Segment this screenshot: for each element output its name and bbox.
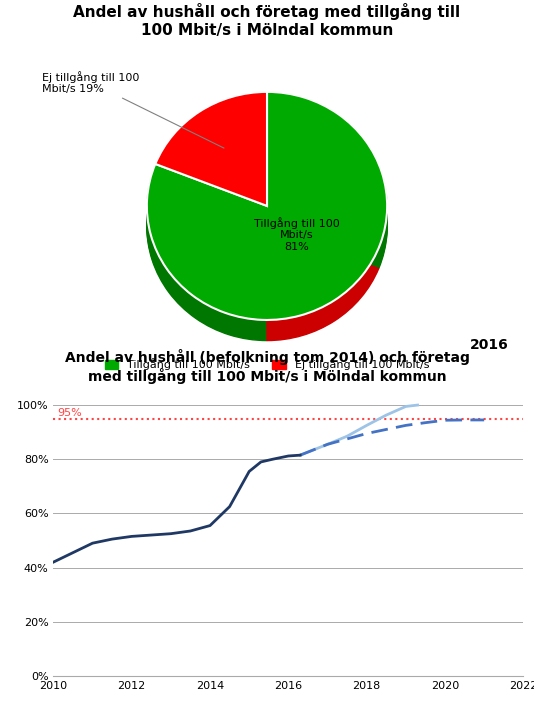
Historik [226, 503, 233, 511]
Historik [148, 531, 154, 539]
Historik [207, 522, 213, 530]
Wedge shape [147, 99, 387, 327]
Text: Ej tillgång till 100
Mbit/s 19%: Ej tillgång till 100 Mbit/s 19% [42, 70, 224, 148]
Nuvarande utbyggnadstakt [324, 440, 331, 448]
Historik [246, 467, 253, 476]
Wedge shape [155, 92, 267, 206]
Text: Tillgång till 100
Mbit/s
81%: Tillgång till 100 Mbit/s 81% [254, 217, 340, 252]
Wedge shape [267, 213, 379, 327]
Historik [129, 532, 135, 541]
Text: 2016: 2016 [470, 338, 509, 351]
Nödvändig utbyggnadstakt [297, 451, 303, 460]
Nödvändig utbyggnadstakt [383, 425, 389, 434]
Wedge shape [267, 208, 379, 322]
Nuvarande utbyggnadstakt [403, 402, 409, 410]
Line: Nuvarande utbyggnadstakt: Nuvarande utbyggnadstakt [300, 405, 418, 455]
Historik [109, 535, 115, 543]
Wedge shape [147, 101, 387, 329]
Wedge shape [147, 109, 387, 337]
Line: Nödvändig utbyggnadstakt: Nödvändig utbyggnadstakt [300, 420, 484, 455]
Wedge shape [147, 106, 387, 334]
Wedge shape [147, 107, 387, 335]
Historik [270, 455, 276, 463]
Text: Andel av hushåll och företag med tillgång till
100 Mbit/s i Mölndal kommun: Andel av hushåll och företag med tillgån… [74, 3, 460, 37]
Nödvändig utbyggnadstakt [344, 434, 350, 443]
Wedge shape [267, 216, 379, 330]
Historik [168, 529, 174, 538]
Historik [285, 452, 292, 460]
Nödvändig utbyggnadstakt [422, 418, 429, 427]
Nuvarande utbyggnadstakt [414, 401, 421, 409]
Wedge shape [147, 111, 387, 339]
Legend: Tillgång till 100 Mbit/s, Ej tillgång till 100 Mbit/s: Tillgång till 100 Mbit/s, Ej tillgång ti… [100, 354, 434, 375]
Historik [258, 458, 264, 466]
Nödvändig utbyggnadstakt [461, 416, 468, 425]
Nödvändig utbyggnadstakt [324, 440, 331, 448]
Wedge shape [267, 221, 379, 335]
Nödvändig utbyggnadstakt [481, 416, 488, 425]
Wedge shape [147, 113, 387, 341]
Line: Historik: Historik [53, 455, 300, 562]
Wedge shape [147, 104, 387, 332]
Historik [297, 451, 303, 460]
Nuvarande utbyggnadstakt [364, 421, 370, 429]
Wedge shape [267, 209, 379, 323]
Wedge shape [147, 95, 387, 323]
Nuvarande utbyggnadstakt [344, 432, 350, 441]
Nödvändig utbyggnadstakt [403, 421, 409, 429]
Text: 95%: 95% [57, 408, 82, 418]
Wedge shape [267, 215, 379, 329]
Nödvändig utbyggnadstakt [442, 416, 448, 425]
Wedge shape [267, 225, 379, 339]
Nuvarande utbyggnadstakt [383, 411, 389, 420]
Nuvarande utbyggnadstakt [297, 451, 303, 460]
Wedge shape [147, 94, 387, 322]
Nödvändig utbyggnadstakt [364, 429, 370, 438]
Historik [50, 558, 57, 566]
Wedge shape [147, 97, 387, 325]
Historik [89, 539, 96, 548]
Wedge shape [147, 102, 387, 330]
Wedge shape [267, 218, 379, 332]
Wedge shape [267, 220, 379, 334]
Wedge shape [267, 227, 379, 341]
Wedge shape [147, 92, 387, 320]
Wedge shape [267, 223, 379, 337]
Wedge shape [267, 211, 379, 325]
Historik [187, 527, 194, 535]
Text: Andel av hushåll (befolkning tom 2014) och företag
med tillgång till 100 Mbit/s : Andel av hushåll (befolkning tom 2014) o… [65, 349, 469, 384]
